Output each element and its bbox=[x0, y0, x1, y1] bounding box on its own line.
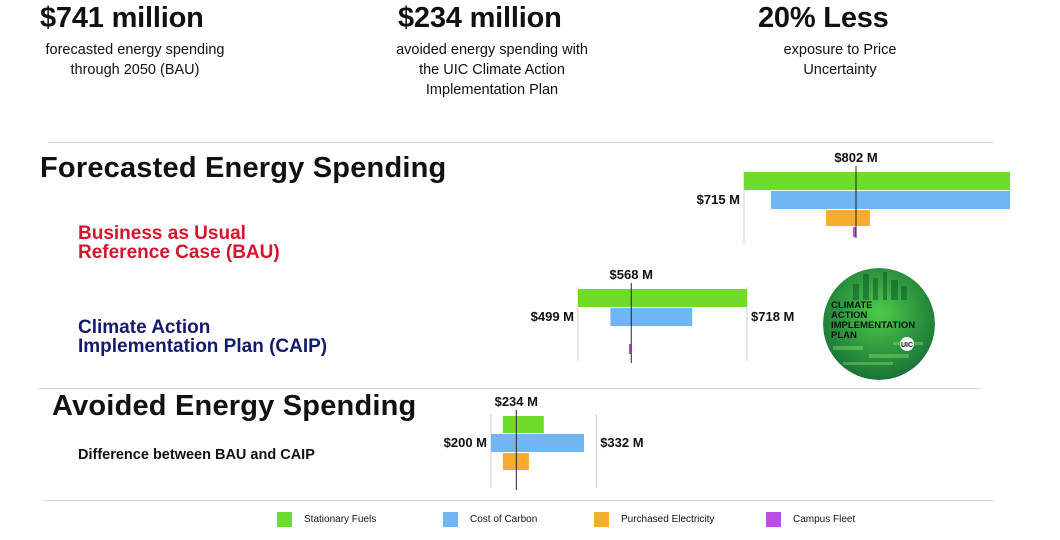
stat-desc-line: avoided energy spending with bbox=[396, 42, 588, 58]
bar-stationary-fuels bbox=[744, 172, 1010, 190]
stat-desc-line: Implementation Plan bbox=[425, 82, 559, 98]
bar-campus-fleet bbox=[628, 344, 632, 354]
divider-top bbox=[48, 142, 994, 143]
legend-swatch bbox=[766, 512, 781, 527]
legend-item-cost-of-carbon: Cost of Carbon bbox=[443, 512, 537, 527]
stat-desc-line: through 2050 (BAU) bbox=[70, 62, 200, 78]
emblem-line-3: IMPLEMENTATION bbox=[831, 320, 915, 331]
legend-label: Cost of Carbon bbox=[470, 514, 538, 525]
divider-middle bbox=[38, 388, 980, 389]
emblem-line-4: PLAN bbox=[831, 330, 857, 341]
bau-label-line: Business as Usual bbox=[78, 223, 246, 244]
legend-swatch bbox=[277, 512, 292, 527]
stat-desc-line: exposure to Price bbox=[783, 42, 897, 58]
caip-emblem: CLIMATE ACTION IMPLEMENTATION PLAN UIC bbox=[823, 268, 935, 380]
emblem-line-2: ACTION bbox=[831, 310, 868, 321]
bar-stationary-fuels bbox=[502, 416, 544, 433]
caip-label-line: Implementation Plan (CAIP) bbox=[78, 336, 328, 357]
divider-bottom bbox=[44, 500, 994, 501]
stat-desc-avoided: avoided energy spending with the UIC Cli… bbox=[362, 40, 622, 100]
center-value-label: $234 M bbox=[495, 394, 538, 409]
stat-desc-bau: forecasted energy spending through 2050 … bbox=[5, 40, 265, 80]
stat-value-avoided: $234 million bbox=[398, 2, 562, 34]
legend-swatch bbox=[594, 512, 609, 527]
stat-desc-uncertainty: exposure to Price Uncertainty bbox=[710, 40, 970, 80]
range-min-label: $200 M bbox=[444, 435, 487, 450]
legend-swatch bbox=[443, 512, 458, 527]
avoided-subtitle: Difference between BAU and CAIP bbox=[78, 447, 315, 463]
caip-label-line: Climate Action bbox=[78, 317, 211, 338]
chart-avoided: $234 M $200 M $332 M bbox=[444, 394, 644, 490]
caip-label: Climate Action Implementation Plan (CAIP… bbox=[78, 318, 408, 356]
bau-label-line: Reference Case (BAU) bbox=[78, 242, 280, 263]
city-emblem-icon: CLIMATE ACTION IMPLEMENTATION PLAN UIC bbox=[823, 268, 935, 380]
legend-item-purchased-electricity: Purchased Electricity bbox=[594, 512, 714, 527]
bau-label: Business as Usual Reference Case (BAU) bbox=[78, 224, 408, 262]
legend-item-stationary-fuels: Stationary Fuels bbox=[277, 512, 376, 527]
chart-bau: $802 M$715 M$988 M bbox=[697, 150, 1010, 244]
range-max-label: $718 M bbox=[751, 309, 794, 324]
legend-item-campus-fleet: Campus Fleet bbox=[766, 512, 855, 527]
stat-value-bau: $741 million bbox=[40, 2, 204, 34]
legend-label: Purchased Electricity bbox=[621, 514, 715, 525]
bar-cost-of-carbon bbox=[610, 308, 693, 326]
bar-campus-fleet bbox=[853, 227, 856, 237]
emblem-line-1: CLIMATE bbox=[831, 300, 873, 311]
chart-caip: $568 M $499 M $718 M bbox=[531, 267, 794, 363]
bar-purchased-electricity bbox=[826, 210, 870, 226]
center-value-label: $568 M bbox=[610, 267, 653, 282]
bar-stationary-fuels bbox=[578, 289, 747, 307]
emblem-badge: UIC bbox=[901, 342, 913, 349]
center-value-label: $802 M bbox=[834, 150, 877, 165]
stat-value-uncertainty: 20% Less bbox=[758, 2, 889, 34]
range-max-label: $332 M bbox=[600, 435, 643, 450]
range-min-label: $499 M bbox=[531, 309, 574, 324]
stat-desc-line: Uncertainty bbox=[803, 62, 877, 78]
stat-desc-line: the UIC Climate Action bbox=[419, 62, 565, 78]
range-min-label: $715 M bbox=[697, 192, 740, 207]
legend-label: Campus Fleet bbox=[793, 514, 856, 525]
bar-cost-of-carbon bbox=[771, 191, 1010, 209]
legend-label: Stationary Fuels bbox=[304, 514, 377, 525]
bar-cost-of-carbon bbox=[491, 434, 584, 452]
avoided-title: Avoided Energy Spending bbox=[52, 390, 417, 422]
stat-desc-line: forecasted energy spending bbox=[45, 42, 225, 58]
forecasted-title: Forecasted Energy Spending bbox=[40, 152, 447, 184]
